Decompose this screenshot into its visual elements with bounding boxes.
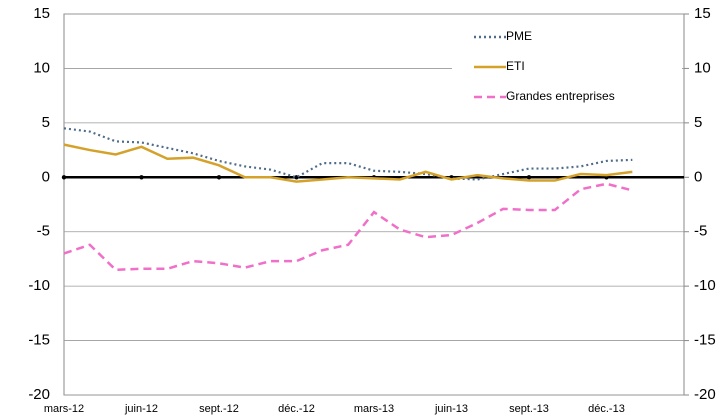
y-tick-label: -20 — [28, 386, 50, 403]
x-tick-label: sept.-13 — [509, 403, 549, 415]
y2-tick-label: -10 — [694, 277, 716, 294]
x-tick-label: déc.-12 — [278, 403, 315, 415]
series-line — [63, 143, 633, 183]
legend-label: Grandes entreprises — [506, 89, 615, 103]
y-tick-label: 5 — [42, 114, 50, 131]
y2-tick-label: -20 — [694, 386, 716, 403]
y-tick-label: 0 — [42, 168, 50, 185]
x-tick — [139, 175, 144, 180]
y-tick-label: -15 — [28, 332, 50, 349]
x-tick-label: sept.-12 — [199, 403, 239, 415]
series-line — [63, 182, 633, 272]
x-tick — [526, 175, 532, 180]
y-tick-label: -5 — [37, 223, 50, 240]
y2-tick-label: 5 — [694, 114, 702, 131]
x-tick-label: mars-12 — [44, 403, 84, 415]
x-tick-label: déc.-13 — [588, 403, 625, 415]
y-tick-label: 15 — [33, 5, 50, 22]
legend-label: PME — [506, 29, 532, 43]
x-tick-label: juin-13 — [434, 403, 468, 415]
y2-tick-label: -15 — [694, 332, 716, 349]
y2-tick-label: 0 — [694, 168, 702, 185]
y2-tick-label: 10 — [694, 59, 711, 76]
x-tick — [61, 175, 67, 180]
y2-tick-label: -5 — [694, 223, 707, 240]
x-tick-label: juin-12 — [124, 403, 158, 415]
x-tick-label: mars-13 — [354, 403, 394, 415]
legend-label: ETI — [506, 59, 525, 73]
y-tick-label: 10 — [33, 59, 50, 76]
y-tick-label: -10 — [28, 277, 50, 294]
y2-tick-label: 15 — [694, 5, 711, 22]
series-line — [63, 127, 633, 181]
x-tick — [216, 175, 222, 180]
